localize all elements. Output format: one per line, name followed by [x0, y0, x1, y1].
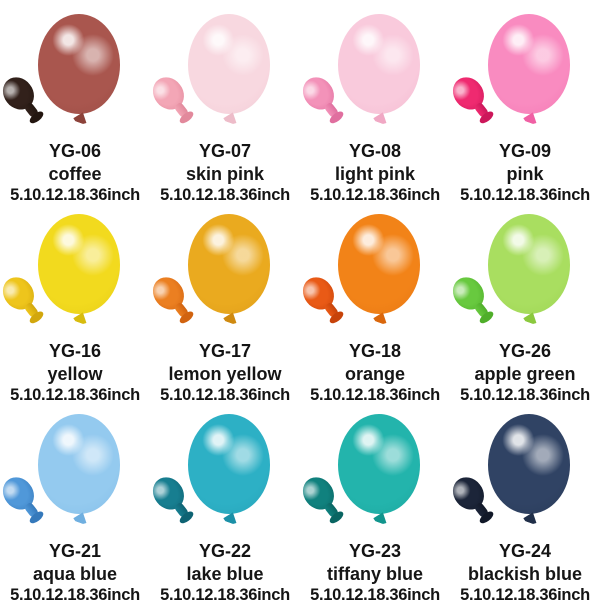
product-color-name: skin pink [185, 164, 265, 184]
large-balloon-image [38, 14, 120, 114]
product-sizes: 5.10.12.18.36inch [160, 386, 290, 404]
product-color-name: yellow [47, 364, 103, 384]
large-balloon-knot [373, 110, 390, 125]
product-sizes: 5.10.12.18.36inch [160, 586, 290, 604]
product-sizes: 5.10.12.18.36inch [310, 386, 440, 404]
product-sizes: 5.10.12.18.36inch [160, 186, 290, 204]
balloon-images [296, 400, 450, 540]
product-color-name: blackish blue [467, 564, 583, 584]
product-card-yg-16: YG-16 yellow 5.10.12.18.36inch [0, 200, 150, 404]
large-balloon-image [188, 14, 270, 114]
product-card-yg-18: YG-18 orange 5.10.12.18.36inch [296, 200, 450, 404]
large-balloon-knot [523, 310, 540, 325]
product-card-yg-21: YG-21 aqua blue 5.10.12.18.36inch [0, 400, 150, 604]
large-balloon-image [488, 414, 570, 514]
large-balloon-knot [523, 510, 540, 525]
balloon-images [0, 200, 150, 340]
balloon-images [146, 0, 300, 140]
large-balloon-image [488, 214, 570, 314]
balloon-images [446, 0, 600, 140]
large-balloon-knot [73, 310, 90, 325]
large-balloon-image [488, 14, 570, 114]
product-color-name: aqua blue [32, 564, 117, 584]
product-code: YG-09 [498, 141, 552, 161]
product-code: YG-08 [348, 141, 402, 161]
product-sizes: 5.10.12.18.36inch [310, 186, 440, 204]
product-card-yg-07: YG-07 skin pink 5.10.12.18.36inch [146, 0, 300, 204]
large-balloon-image [338, 414, 420, 514]
product-code: YG-24 [498, 541, 552, 561]
large-balloon-knot [73, 110, 90, 125]
balloon-images [0, 0, 150, 140]
product-card-yg-26: YG-26 apple green 5.10.12.18.36inch [446, 200, 600, 404]
large-balloon-image [38, 414, 120, 514]
product-code: YG-26 [498, 341, 552, 361]
product-color-name: tiffany blue [326, 564, 423, 584]
large-balloon-knot [223, 510, 240, 525]
balloon-images [296, 0, 450, 140]
product-code: YG-17 [198, 341, 252, 361]
balloon-images [0, 400, 150, 540]
product-card-yg-08: YG-08 light pink 5.10.12.18.36inch [296, 0, 450, 204]
product-color-name: orange [344, 364, 405, 384]
product-color-name: coffee [48, 164, 102, 184]
balloon-images [446, 400, 600, 540]
product-sizes: 5.10.12.18.36inch [460, 386, 590, 404]
product-sizes: 5.10.12.18.36inch [460, 586, 590, 604]
product-code: YG-18 [348, 341, 402, 361]
product-card-yg-17: YG-17 lemon yellow 5.10.12.18.36inch [146, 200, 300, 404]
large-balloon-image [38, 214, 120, 314]
product-card-yg-23: YG-23 tiffany blue 5.10.12.18.36inch [296, 400, 450, 604]
product-card-yg-06: YG-06 coffee 5.10.12.18.36inch [0, 0, 150, 204]
product-color-name: pink [506, 164, 544, 184]
large-balloon-knot [223, 110, 240, 125]
balloon-images [146, 400, 300, 540]
product-card-yg-22: YG-22 lake blue 5.10.12.18.36inch [146, 400, 300, 604]
product-code: YG-16 [48, 341, 102, 361]
large-balloon-knot [373, 310, 390, 325]
product-sizes: 5.10.12.18.36inch [460, 186, 590, 204]
large-balloon-image [188, 214, 270, 314]
product-color-name: light pink [335, 164, 415, 184]
product-code: YG-23 [348, 541, 402, 561]
large-balloon-knot [223, 310, 240, 325]
product-code: YG-22 [198, 541, 252, 561]
product-color-name: lemon yellow [168, 364, 282, 384]
product-code: YG-06 [48, 141, 102, 161]
product-card-yg-09: YG-09 pink 5.10.12.18.36inch [446, 0, 600, 204]
large-balloon-knot [73, 510, 90, 525]
product-color-name: lake blue [186, 564, 264, 584]
large-balloon-image [338, 214, 420, 314]
balloon-images [296, 200, 450, 340]
product-sizes: 5.10.12.18.36inch [10, 586, 140, 604]
large-balloon-image [338, 14, 420, 114]
product-code: YG-07 [198, 141, 252, 161]
product-card-yg-24: YG-24 blackish blue 5.10.12.18.36inch [446, 400, 600, 604]
product-sizes: 5.10.12.18.36inch [10, 386, 140, 404]
balloon-images [446, 200, 600, 340]
large-balloon-knot [523, 110, 540, 125]
large-balloon-image [188, 414, 270, 514]
product-color-name: apple green [474, 364, 576, 384]
product-sizes: 5.10.12.18.36inch [10, 186, 140, 204]
product-sizes: 5.10.12.18.36inch [310, 586, 440, 604]
large-balloon-knot [373, 510, 390, 525]
product-code: YG-21 [48, 541, 102, 561]
balloon-images [146, 200, 300, 340]
